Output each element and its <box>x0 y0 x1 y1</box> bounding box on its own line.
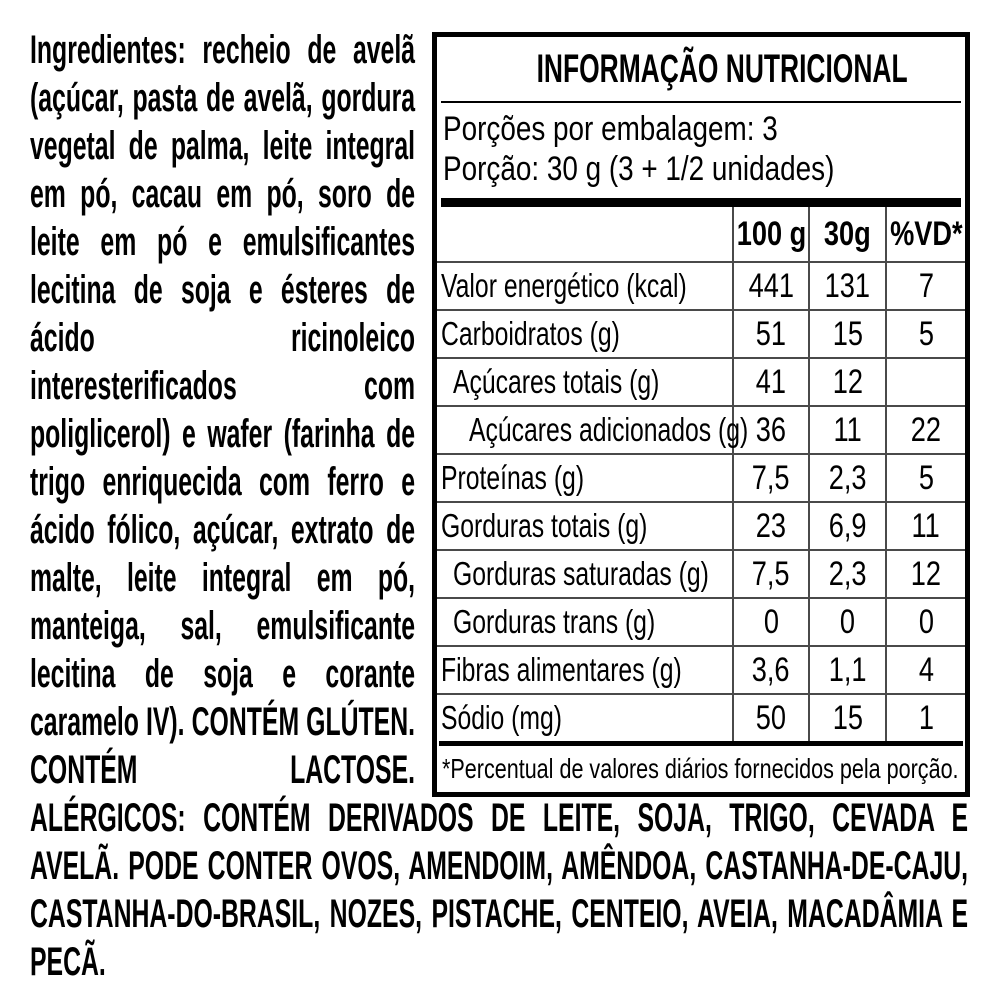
nutrient-value: 22 <box>885 405 965 453</box>
footnote-divider <box>439 741 963 746</box>
ingredients-text: Ingredientes: recheio de avelã (açúcar, … <box>30 28 969 984</box>
nutrient-label: Gorduras saturadas (g) <box>437 549 732 597</box>
nutrient-value: 5 <box>885 309 965 357</box>
header-divider-bar <box>441 198 961 207</box>
serving-size-line: Porção: 30 g (3 + 1/2 unidades) <box>443 149 959 189</box>
nutrition-grid: 100 g 30g %VD* Valor energético (kcal) 44… <box>437 207 965 741</box>
nutrient-value: 1,1 <box>808 645 885 693</box>
nutrient-value: 11 <box>808 405 885 453</box>
header-col-30g: 30g <box>808 207 885 261</box>
table-title-row: INFORMAÇÃO NUTRICIONAL <box>441 37 961 103</box>
header-col-100g: 100 g <box>732 207 808 261</box>
nutrient-value: 12 <box>808 357 885 405</box>
nutrient-value: 7 <box>885 261 965 309</box>
servings-per-package: Porções por embalagem: 3 <box>443 110 778 148</box>
nutrient-value: 11 <box>885 501 965 549</box>
nutrient-value: 131 <box>808 261 885 309</box>
nutrient-value: 1 <box>885 693 965 741</box>
nutrient-value <box>885 357 965 405</box>
footnote-row: *Percentual de valores diários fornecido… <box>437 746 965 792</box>
footnote-text: *Percentual de valores diários fornecido… <box>442 753 959 784</box>
servings-per-package-line: Porções por embalagem: 3 <box>443 109 959 149</box>
nutrient-label: Valor energético (kcal) <box>437 261 732 309</box>
nutrient-value: 4 <box>885 645 965 693</box>
nutrient-value: 441 <box>732 261 808 309</box>
nutrient-value: 50 <box>732 693 808 741</box>
nutrient-value: 2,3 <box>808 453 885 501</box>
nutrient-value: 2,3 <box>808 549 885 597</box>
nutrient-value: 0 <box>808 597 885 645</box>
nutrient-label: Sódio (mg) <box>437 693 732 741</box>
nutrient-label: Carboidratos (g) <box>437 309 732 357</box>
nutrient-value: 7,5 <box>732 453 808 501</box>
nutrient-value: 7,5 <box>732 549 808 597</box>
header-col-vd: %VD* <box>885 207 965 261</box>
nutrient-value: 6,9 <box>808 501 885 549</box>
nutrient-label: Fibras alimentares (g) <box>437 645 732 693</box>
nutrient-value: 36 <box>732 405 808 453</box>
nutrient-label: Gorduras trans (g) <box>437 597 732 645</box>
nutrient-value: 51 <box>732 309 808 357</box>
nutrition-facts-table: INFORMAÇÃO NUTRICIONAL Porções por embal… <box>432 32 970 797</box>
nutrient-value: 12 <box>885 549 965 597</box>
nutrient-label: Açúcares totais (g) <box>437 357 732 405</box>
nutrient-value: 3,6 <box>732 645 808 693</box>
nutrient-label: Gorduras totais (g) <box>437 501 732 549</box>
nutrient-value: 5 <box>885 453 965 501</box>
ingredients-section: Ingredientes: recheio de avelã (açúcar, … <box>30 26 968 986</box>
nutrient-label: Açúcares adicionados (g) <box>437 405 748 453</box>
nutrient-value: 0 <box>885 597 965 645</box>
table-title: INFORMAÇÃO NUTRICIONAL <box>536 47 908 91</box>
nutrient-value: 0 <box>732 597 808 645</box>
nutrient-value: 15 <box>808 693 885 741</box>
nutrient-value: 23 <box>732 501 808 549</box>
nutrient-value: 15 <box>808 309 885 357</box>
nutrient-label: Proteínas (g) <box>437 453 732 501</box>
serving-info: Porções por embalagem: 3 Porção: 30 g (3… <box>437 103 965 198</box>
nutrient-value: 41 <box>732 357 808 405</box>
serving-size: Porção: 30 g (3 + 1/2 unidades) <box>443 150 835 188</box>
header-empty-cell <box>437 207 732 261</box>
